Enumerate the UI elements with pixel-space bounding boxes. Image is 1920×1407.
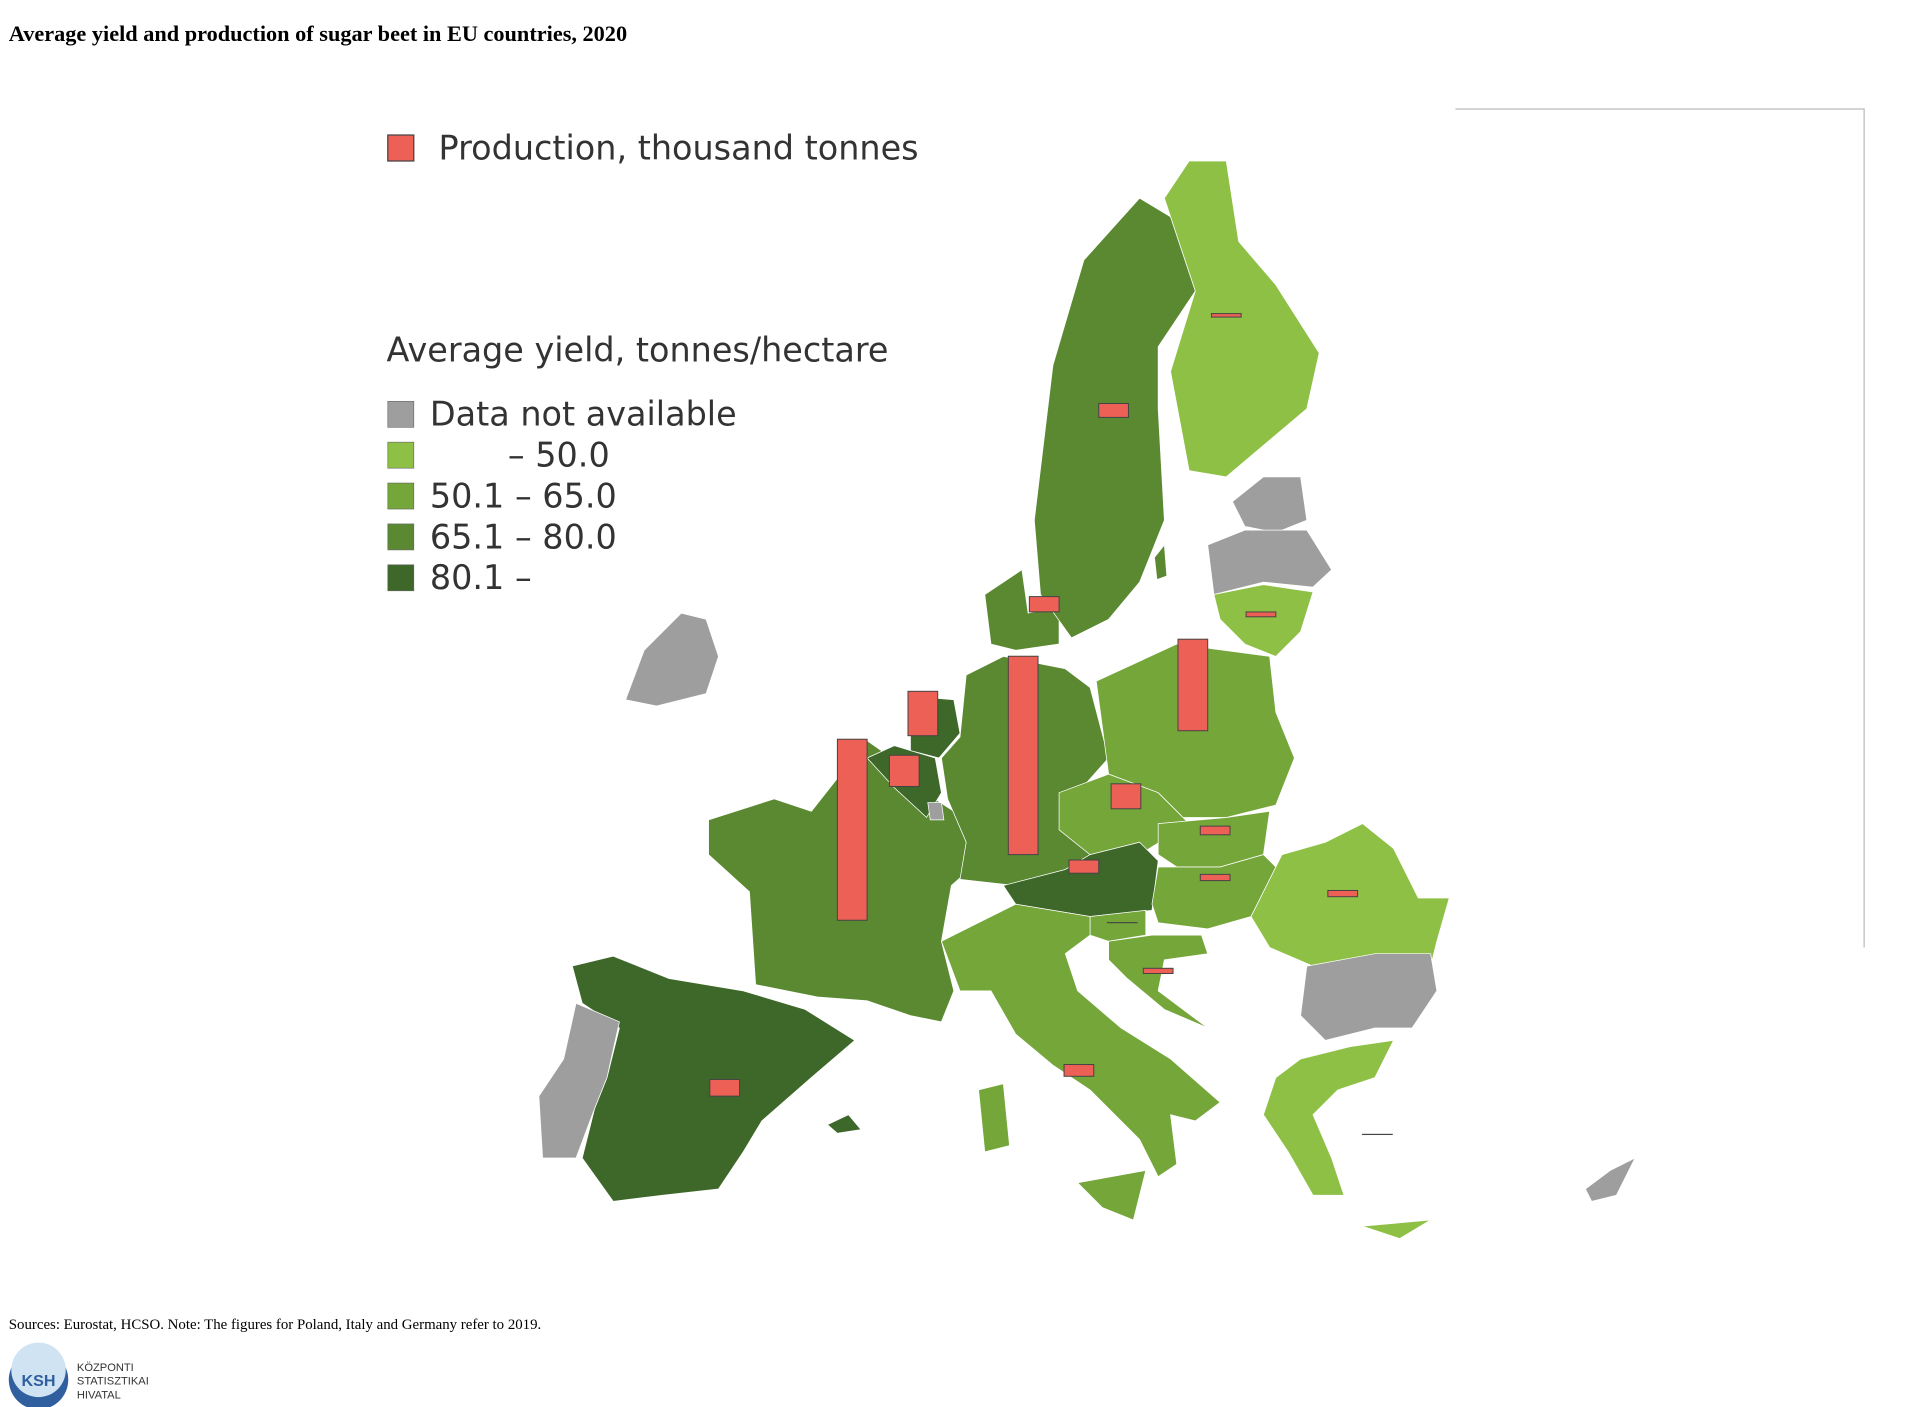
- legend-label: 65.1 – 80.0: [430, 517, 617, 556]
- country: [538, 1002, 620, 1159]
- legend-production-label: Production, thousand tonnes: [439, 128, 919, 167]
- logo: KSH KÖZPONTI STATISZTIKAI HIVATAL: [8, 1342, 149, 1407]
- production-bar: [1245, 611, 1277, 618]
- country: [1250, 823, 1450, 973]
- country: [1207, 529, 1333, 595]
- production-bar: [1210, 313, 1242, 318]
- legend-swatch: [387, 482, 415, 510]
- country: [984, 569, 1060, 651]
- country: [927, 802, 945, 821]
- title: Average yield and production of sugar be…: [9, 21, 627, 46]
- logo-abbr: KSH: [22, 1372, 56, 1390]
- bars: [709, 313, 1393, 1136]
- legend-label: – 50.0: [508, 436, 610, 475]
- map-frame: [1455, 108, 1865, 948]
- country: [1232, 476, 1308, 533]
- country: [1213, 584, 1314, 657]
- production-bar: [1199, 825, 1231, 836]
- production-bar: [1068, 859, 1100, 874]
- logo-circle: [11, 1342, 66, 1398]
- legend-swatch: [387, 400, 415, 428]
- production-bar: [836, 738, 868, 921]
- country: [1163, 160, 1320, 478]
- country: [1076, 1169, 1147, 1221]
- logo-text: KÖZPONTI: [77, 1362, 134, 1374]
- production-bar: [1007, 655, 1039, 856]
- country: [1108, 934, 1209, 1029]
- country: [826, 1114, 862, 1134]
- country: [1300, 953, 1438, 1041]
- production-bar: [907, 690, 939, 737]
- legend-label: Data not available: [430, 395, 737, 434]
- legend-production-swatch: [387, 134, 415, 162]
- country: [1033, 197, 1196, 639]
- production-bar: [888, 754, 920, 787]
- country: [625, 612, 719, 707]
- countries: [538, 160, 1636, 1239]
- legend-swatch: [387, 441, 415, 469]
- production-bar: [1327, 889, 1359, 898]
- production-bar: [1063, 1064, 1095, 1077]
- legend: Production, thousand tonnes Average yiel…: [387, 128, 919, 597]
- legend-label: 80.1 –: [430, 558, 532, 597]
- source-note: Sources: Eurostat, HCSO. Note: The figur…: [9, 1317, 541, 1333]
- legend-swatch: [387, 564, 415, 592]
- country: [1362, 1219, 1431, 1239]
- production-bar: [1177, 638, 1209, 732]
- country: [1263, 1039, 1395, 1196]
- country: [940, 903, 1221, 1178]
- legend-label: 50.1 – 65.0: [430, 476, 617, 515]
- country: [1154, 544, 1168, 581]
- logo-text: STATISZTIKAI: [77, 1376, 149, 1388]
- production-bar: [1110, 783, 1142, 810]
- country: [1584, 1157, 1636, 1202]
- production-bar: [1199, 873, 1231, 882]
- legend-swatch: [387, 523, 415, 551]
- production-bar: [1142, 967, 1174, 975]
- production-bar: [709, 1078, 741, 1097]
- logo-text: HIVATAL: [77, 1389, 121, 1401]
- production-bar: [1028, 596, 1060, 613]
- country: [978, 1083, 1010, 1153]
- legend-yield-title: Average yield, tonnes/hectare: [387, 330, 889, 369]
- production-bar: [1098, 403, 1129, 418]
